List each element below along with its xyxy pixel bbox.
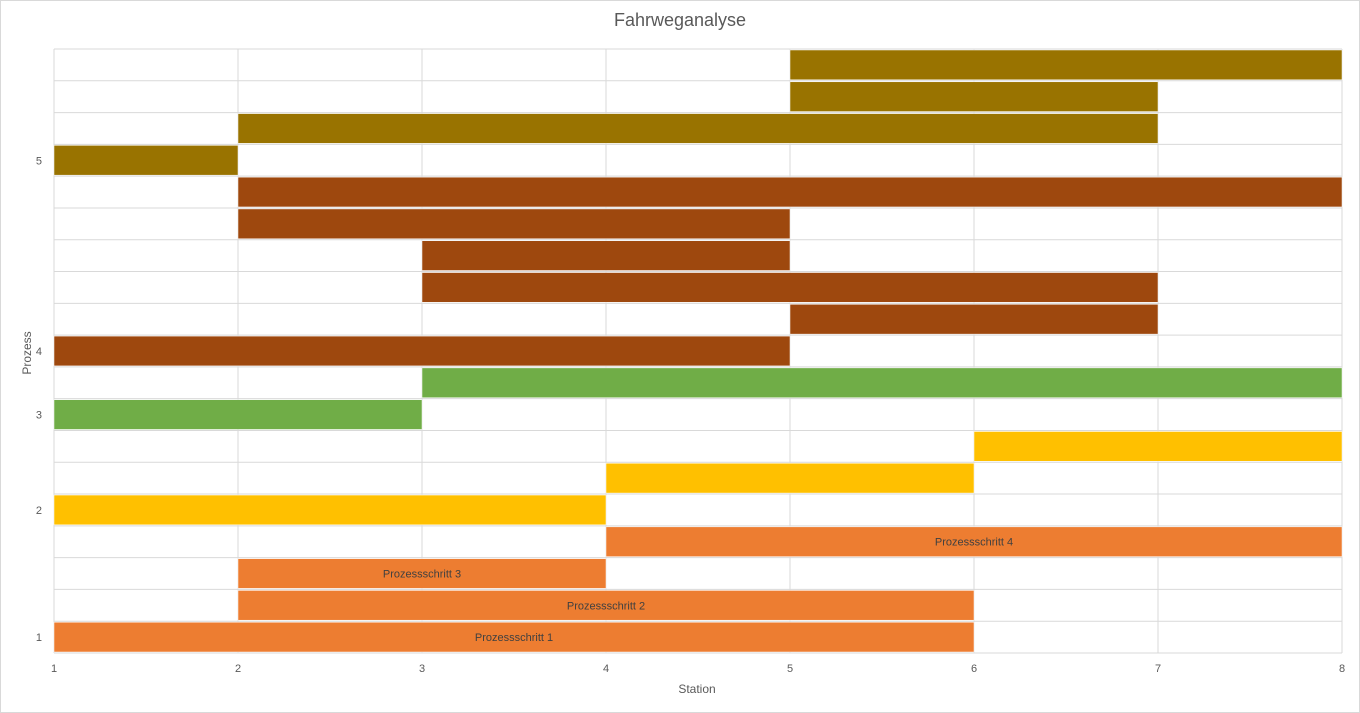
x-axis-title: Station bbox=[678, 682, 715, 696]
bar-process-4-step-4 bbox=[421, 240, 791, 271]
bar-process-4-step-2 bbox=[789, 304, 1159, 335]
bar-process-1-step-2 bbox=[237, 590, 975, 621]
bar-process-1-step-4 bbox=[605, 526, 1343, 557]
bar-process-5-step-3 bbox=[789, 81, 1159, 112]
bar-process-5-step-2 bbox=[237, 113, 1159, 144]
x-tick-label: 1 bbox=[51, 663, 57, 675]
x-tick-label: 8 bbox=[1339, 663, 1345, 675]
bar-data-label: Prozessschritt 1 bbox=[475, 632, 553, 644]
chart-title: Fahrweganalyse bbox=[613, 10, 747, 30]
x-tick-labels: 1 2 3 4 5 6 7 8 bbox=[51, 663, 1345, 675]
bar-process-5-step-1 bbox=[53, 145, 239, 176]
x-tick-label: 3 bbox=[419, 663, 425, 675]
y-tick-label: 5 bbox=[36, 155, 42, 167]
bar-process-4-step-3 bbox=[421, 272, 1159, 303]
bar-data-label: Prozessschritt 2 bbox=[567, 600, 645, 612]
bar-process-4-step-1 bbox=[53, 335, 791, 367]
bar-process-2-step-1 bbox=[53, 494, 607, 526]
y-axis-title: Prozess bbox=[20, 331, 34, 374]
y-tick-label: 2 bbox=[36, 505, 42, 517]
bar-process-1-step-1 bbox=[53, 621, 975, 653]
y-tick-labels: 1 2 3 4 5 bbox=[36, 155, 42, 644]
bar-process-2-step-2 bbox=[605, 463, 975, 494]
x-tick-label: 7 bbox=[1155, 663, 1161, 675]
bar-process-3-step-2 bbox=[421, 367, 1343, 398]
bar-process-3-step-1 bbox=[53, 399, 423, 430]
bar-data-label: Prozessschritt 4 bbox=[935, 537, 1013, 549]
bars: Prozessschritt 1 Prozessschritt 2 Prozesss… bbox=[53, 49, 1343, 653]
bar-process-1-step-3 bbox=[237, 558, 607, 589]
x-tick-label: 2 bbox=[235, 663, 241, 675]
x-tick-label: 6 bbox=[971, 663, 977, 675]
x-tick-label: 5 bbox=[787, 663, 793, 675]
x-tick-label: 4 bbox=[603, 663, 609, 675]
y-tick-label: 4 bbox=[36, 346, 42, 358]
bar-process-5-step-4 bbox=[789, 49, 1343, 81]
bar-process-4-step-5 bbox=[237, 208, 791, 239]
y-tick-label: 1 bbox=[36, 632, 42, 644]
bar-data-label: Prozessschritt 3 bbox=[383, 569, 461, 581]
y-tick-label: 3 bbox=[36, 410, 42, 422]
bar-process-4-step-6 bbox=[237, 176, 1343, 208]
bar-process-2-step-3 bbox=[973, 431, 1343, 462]
